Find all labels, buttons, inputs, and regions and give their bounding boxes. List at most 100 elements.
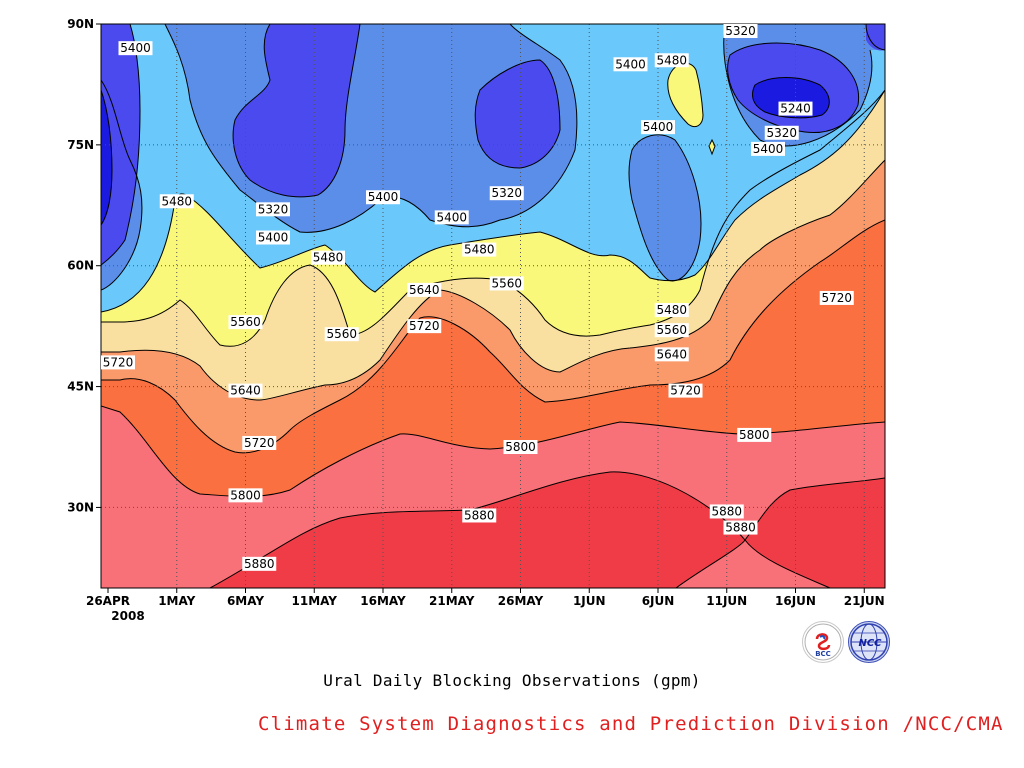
contour-label-text: 5880: [711, 504, 742, 518]
contour-label-text: 5400: [436, 210, 467, 224]
contour-label: 5480: [654, 303, 689, 318]
plot-frame: [100, 23, 886, 589]
contour-label: 5560: [324, 327, 359, 342]
contour-line-5320-d: [727, 42, 860, 134]
contour-line-5400-b: [164, 24, 578, 233]
bcc-logo: BCC: [802, 621, 844, 663]
contour-label-bg: [228, 315, 263, 330]
contour-label-text: 5400: [120, 41, 151, 55]
contour-label-bg: [654, 347, 689, 362]
contour-label-text: 5320: [491, 186, 522, 200]
contour-line-5400-cell: [628, 134, 702, 282]
svg-text:NCC: NCC: [858, 638, 882, 649]
contour-label-text: 5400: [258, 231, 289, 245]
contour-label: 5720: [668, 383, 703, 398]
contour-label: 5480: [654, 53, 689, 68]
x-tick-label: 6MAY: [227, 594, 264, 608]
contour-label: 5880: [242, 556, 277, 571]
contour-label-bg: [778, 101, 813, 116]
contour-label-bg: [489, 276, 524, 291]
contour-label: 5400: [613, 57, 648, 72]
contour-label-bg: [242, 556, 277, 571]
y-tick-label: 45N: [67, 380, 94, 394]
contour-label-text: 5480: [161, 194, 192, 208]
y-axis: 30N 45N 60N 75N 90N: [67, 17, 101, 514]
contour-label: 5480: [311, 251, 345, 265]
contour-label: 5800: [228, 488, 263, 503]
x-tick-label: 16JUN: [775, 594, 816, 608]
contour-label-bg: [407, 319, 442, 334]
contour-labels: 5400 5480 5320 5400 5480 5560 5640 5720 5800 5880…: [101, 24, 854, 571]
contour-label-bg: [723, 520, 758, 535]
contour-label-text: 5800: [230, 488, 261, 502]
contour-label-text: 5800: [739, 428, 770, 442]
contour-label-bg: [118, 41, 153, 56]
contour-label: 5240: [778, 101, 813, 116]
contour-label: 5640: [407, 282, 442, 297]
contour-label: 5800: [737, 427, 772, 442]
contour-label-bg: [311, 250, 345, 265]
contour-label-bg: [159, 194, 194, 209]
x-tick-label: 16MAY: [360, 594, 406, 608]
contour-label-bg: [764, 125, 799, 140]
contour-label-bg: [709, 504, 744, 519]
contour-label: 5480: [462, 242, 497, 257]
contour-label-text: 5720: [821, 291, 852, 305]
contour-label: 5640: [228, 383, 263, 398]
ncc-logo: NCC: [848, 621, 890, 663]
contour-label: 5400: [641, 120, 675, 135]
contour-label: 5880: [723, 520, 758, 535]
contour-label-text: 5400: [368, 190, 399, 204]
contour-label-text: 5640: [409, 283, 440, 297]
y-tick-label: 75N: [67, 138, 94, 152]
fill-5320-5400-cell: [629, 134, 701, 281]
contour-label-bg: [256, 230, 290, 245]
contour-label-bg: [641, 120, 675, 135]
contour-label: 5720: [101, 355, 135, 370]
contour-label-bg: [242, 435, 277, 450]
contour-label-bg: [228, 383, 263, 398]
contour-label-bg: [462, 242, 497, 257]
contour-label-bg: [723, 24, 758, 38]
contour-line-5400-a: [101, 79, 143, 291]
contour-line-5240-a: [101, 89, 113, 226]
contour-label-text: 5800: [505, 440, 536, 454]
contour-line-5320-c: [474, 59, 561, 169]
contour-label-bg: [737, 427, 772, 442]
contour-label-text: 5480: [656, 53, 687, 67]
contour-line-5400-c: [723, 24, 873, 147]
contour-label-text: 5320: [725, 24, 756, 38]
contour-label-bg: [407, 282, 442, 297]
contour-label-text: 5400: [643, 120, 674, 134]
ncc-globe-icon: NCC: [850, 623, 888, 661]
contour-label-text: 5720: [409, 319, 440, 333]
contour-label: 5400: [751, 141, 785, 156]
x-tick-label: 6JUN: [642, 594, 675, 608]
x-tick-label: 21MAY: [429, 594, 475, 608]
fill-5240-5320-b: [233, 24, 360, 197]
contour-label-text: 5560: [656, 323, 687, 337]
grid-lines: [101, 24, 885, 588]
x-tick-label: 26APR: [86, 594, 130, 608]
contour-label-text: 5720: [103, 355, 134, 369]
contour-label-bg: [668, 383, 703, 398]
contour-label-bg: [654, 303, 689, 318]
contour-label-text: 5720: [244, 436, 275, 450]
contour-line-5720: [101, 219, 885, 454]
contour-label-text: 5560: [230, 315, 261, 329]
contour-label-bg: [489, 186, 524, 201]
x-tick-label: 11MAY: [292, 594, 338, 608]
contour-label-bg: [101, 355, 135, 370]
contour-label: 5320: [723, 24, 758, 38]
y-tick-label: 30N: [67, 500, 94, 514]
contour-label: 5400: [434, 210, 469, 225]
contour-label-bg: [654, 53, 689, 68]
x-tick-label: 26MAY: [498, 594, 544, 608]
contour-label: 5320: [489, 186, 524, 201]
fill-below-5240-a: [101, 90, 112, 225]
contour-label-bg: [503, 440, 538, 454]
contour-label: 5720: [242, 435, 277, 450]
contour-label-bg: [462, 508, 497, 523]
contour-label-bg: [324, 327, 359, 342]
